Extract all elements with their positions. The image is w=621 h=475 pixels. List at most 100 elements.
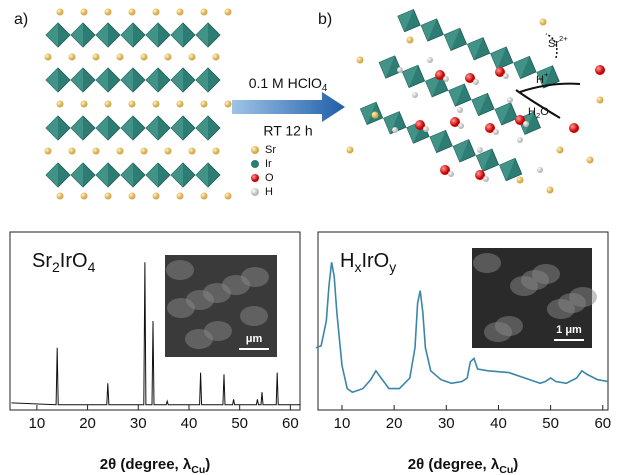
atom — [485, 123, 495, 133]
octahedron-face — [121, 116, 133, 140]
octahedron-face — [196, 68, 208, 92]
octahedron-face — [499, 158, 516, 181]
reaction-arrow — [232, 92, 345, 122]
atom — [537, 167, 543, 173]
atom — [104, 8, 112, 16]
legend-label: H — [265, 186, 273, 198]
octahedron-face — [448, 83, 465, 107]
atom — [539, 18, 547, 26]
atom — [104, 100, 112, 108]
octahedron-face — [425, 74, 442, 97]
atom — [80, 100, 88, 108]
octahedron-face — [397, 9, 414, 32]
atom — [68, 53, 76, 61]
atom — [450, 117, 460, 127]
sem-texture — [495, 316, 523, 336]
atom — [412, 92, 418, 98]
octahedron-face — [121, 68, 133, 92]
atom — [517, 137, 523, 143]
octahedron-face — [96, 163, 108, 187]
octahedron-face — [71, 116, 83, 140]
label-part: 2θ (degree, λ — [100, 456, 192, 473]
legend-swatch — [251, 188, 259, 196]
octahedron-face — [46, 116, 58, 140]
octahedron-face — [46, 68, 58, 92]
legend-swatch — [251, 174, 259, 182]
octahedron-face — [171, 23, 183, 47]
title-part: 2 — [52, 259, 60, 275]
layered-structure — [359, 9, 560, 182]
atom — [556, 146, 564, 154]
atom — [546, 186, 554, 194]
plot-frame — [9, 231, 301, 411]
atom — [457, 107, 463, 113]
octahedron-face — [421, 18, 437, 42]
reagent: 0.1 M HClO4 — [249, 75, 328, 94]
sem-texture — [166, 260, 194, 280]
sem-texture — [241, 267, 269, 287]
x-axis-label: 2θ (degree, λCu) — [408, 456, 518, 475]
sem-texture — [473, 253, 501, 273]
label-part: ) — [205, 456, 210, 473]
legend-swatch — [251, 146, 259, 154]
atom — [212, 53, 220, 61]
title-part: y — [389, 259, 396, 275]
x-tick-label: 30 — [130, 415, 147, 432]
atom — [164, 53, 172, 61]
octahedron-face — [536, 65, 553, 88]
label-part: 2θ (degree, λ — [408, 456, 500, 473]
octahedron-face — [96, 116, 108, 140]
label-part: Cu — [191, 464, 205, 475]
octahedron-face — [383, 111, 400, 134]
octahedron-face — [467, 37, 484, 60]
atom — [503, 73, 509, 79]
atom — [371, 111, 379, 119]
xrd-pattern — [11, 262, 301, 406]
octahedron-face — [476, 149, 492, 172]
label-part: Cu — [499, 464, 513, 475]
sem-texture — [569, 287, 597, 307]
atom — [92, 53, 100, 61]
sem-texture — [204, 321, 232, 341]
octahedron-face — [46, 163, 58, 187]
octahedron-face — [121, 23, 133, 47]
title-part: x — [354, 259, 361, 275]
atom — [406, 36, 414, 44]
atom — [415, 120, 425, 130]
atom — [595, 65, 605, 75]
schematic — [44, 8, 605, 200]
atom — [80, 8, 88, 16]
octahedron-face — [360, 102, 377, 125]
octahedron-face — [96, 68, 108, 92]
atom — [116, 147, 124, 155]
atom — [56, 8, 64, 16]
panel-label: b) — [318, 11, 332, 28]
legend-label: O — [265, 172, 274, 184]
atom — [176, 100, 184, 108]
octahedron-face — [513, 56, 530, 79]
atom — [427, 57, 433, 63]
atom — [44, 147, 52, 155]
atom — [569, 123, 579, 133]
atom — [356, 56, 364, 64]
atom — [465, 73, 475, 83]
octahedron-face — [71, 23, 83, 47]
atom — [596, 96, 604, 104]
octahedron-face — [146, 116, 158, 140]
atom — [176, 8, 184, 16]
atom — [68, 147, 76, 155]
atom — [224, 192, 232, 200]
octahedron-face — [196, 163, 208, 187]
atom — [397, 67, 403, 73]
condition: RT 12 h — [263, 123, 312, 139]
x-tick-label: 10 — [334, 415, 351, 432]
annotation: H+ — [536, 70, 549, 86]
title-part: 4 — [88, 259, 96, 275]
atom — [128, 100, 136, 108]
x-tick-label: 50 — [231, 415, 248, 432]
plot-frame — [317, 231, 609, 411]
water-arrow — [515, 89, 561, 119]
scale-label: 1 μm — [556, 324, 582, 336]
